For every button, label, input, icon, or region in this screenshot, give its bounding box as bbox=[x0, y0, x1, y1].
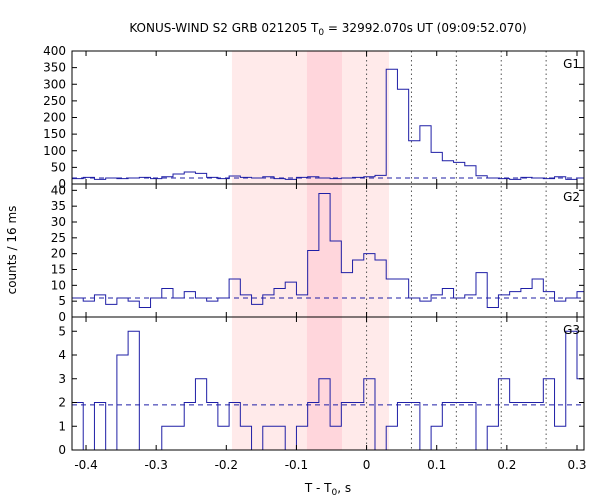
y-tick-label: 5 bbox=[58, 294, 66, 308]
y-tick-label: 50 bbox=[51, 160, 66, 174]
y-tick-label: 3 bbox=[58, 372, 66, 386]
y-tick-label: 1 bbox=[58, 419, 66, 433]
y-tick-label: 35 bbox=[51, 199, 66, 213]
y-tick-label: 150 bbox=[43, 127, 66, 141]
y-tick-label: 100 bbox=[43, 144, 66, 158]
y-tick-label: 20 bbox=[51, 247, 66, 261]
y-tick-label: 400 bbox=[43, 44, 66, 58]
panel-g1: 0 50 100 150 200 250 300 350 400 G1 bbox=[43, 44, 584, 191]
x-tick-label: -0.2 bbox=[215, 458, 238, 472]
x-tick-label: -0.1 bbox=[285, 458, 308, 472]
x-tick-label: 0 bbox=[363, 458, 371, 472]
histogram-series bbox=[72, 193, 584, 308]
y-tick-label: 40 bbox=[51, 183, 66, 197]
histogram-series bbox=[72, 68, 584, 180]
y-tick-label: 5 bbox=[58, 324, 66, 338]
y-tick-label: 10 bbox=[51, 278, 66, 292]
y-tick-label: 30 bbox=[51, 215, 66, 229]
y-tick-label: 0 bbox=[58, 443, 66, 457]
y-tick-label: 300 bbox=[43, 77, 66, 91]
y-tick-label: 250 bbox=[43, 94, 66, 108]
x-axis-label: T - T0, s bbox=[304, 481, 351, 498]
panel-label: G3 bbox=[563, 323, 580, 337]
y-tick-label: 0 bbox=[58, 310, 66, 324]
x-tick-label: 0.2 bbox=[497, 458, 516, 472]
y-tick-label: 25 bbox=[51, 231, 66, 245]
y-axis-label: counts / 16 ms bbox=[5, 206, 19, 295]
y-tick-label: 0 bbox=[58, 177, 66, 191]
y-tick-label: 2 bbox=[58, 396, 66, 410]
axes-frames bbox=[71, 50, 585, 451]
x-tick-label: 0.3 bbox=[567, 458, 586, 472]
chart-title: KONUS-WIND S2 GRB 021205 T0 = 32992.070s… bbox=[129, 21, 526, 38]
x-tick-label: 0.1 bbox=[427, 458, 446, 472]
y-tick-label: 15 bbox=[51, 263, 66, 277]
x-axis-ticks: -0.4 -0.3 -0.2 -0.1 0 0.1 0.2 0.3 bbox=[74, 51, 587, 472]
vertical-dotted-lines bbox=[366, 51, 547, 450]
panel-label: G2 bbox=[563, 190, 580, 204]
panels: 050100150200250300350400G105101520253035… bbox=[43, 44, 584, 457]
y-tick-label: 200 bbox=[43, 111, 66, 125]
panel-frame bbox=[71, 316, 585, 451]
panel-label: G1 bbox=[563, 57, 580, 71]
y-tick-label: 4 bbox=[58, 348, 66, 362]
x-tick-label: -0.3 bbox=[144, 458, 167, 472]
x-tick-label: -0.4 bbox=[74, 458, 97, 472]
y-tick-label: 350 bbox=[43, 61, 66, 75]
shaded-intervals bbox=[231, 51, 390, 450]
